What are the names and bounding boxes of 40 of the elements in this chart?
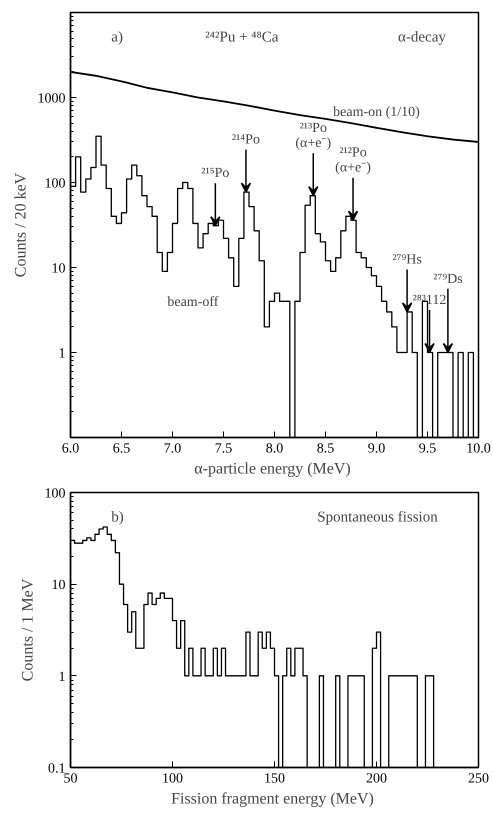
annotation: Spontaneous fission <box>317 510 438 526</box>
annotation: ²⁸³112 <box>412 293 446 308</box>
x-tick-label: 10.0 <box>466 442 491 456</box>
x-axis-title: α-particle energy (MeV) <box>194 460 351 478</box>
y-axis-title: Counts / 20 keV <box>12 172 30 278</box>
annotation: ²⁴²Pu + ⁴⁸Ca <box>205 30 279 46</box>
x-tick-label: 100 <box>162 772 183 786</box>
y-tick-label: 1 <box>58 670 66 685</box>
annotation: ²¹³Po (α+e⁻) <box>295 121 332 152</box>
x-tick-label: 9.0 <box>368 442 386 456</box>
x-tick-label: 9.5 <box>418 442 436 456</box>
x-tick-label: 6.5 <box>112 442 130 456</box>
x-tick-label: 8.5 <box>316 442 334 456</box>
x-tick-label: 7.5 <box>214 442 232 456</box>
series-label: beam-off <box>167 295 219 310</box>
annotation: ²¹²Po (α+e⁻) <box>335 146 372 176</box>
x-tick-label: 7.0 <box>164 442 182 456</box>
annotation: ²⁷⁹Hs <box>392 252 422 268</box>
x-tick-label: 250 <box>468 772 489 786</box>
annotation: a) <box>111 30 123 46</box>
y-tick-label: 100 <box>44 176 66 192</box>
y-tick-label: 1000 <box>38 92 66 106</box>
y-tick-label: 10 <box>52 262 66 276</box>
annotation: ²¹⁴Po <box>232 132 260 148</box>
annotation: α-decay <box>398 30 446 46</box>
y-tick-label: 10 <box>52 578 66 594</box>
y-tick-label: 0.1 <box>48 762 66 776</box>
y-tick-label: 1 <box>58 346 66 362</box>
x-tick-label: 6.0 <box>62 442 80 456</box>
x-tick-label: 50 <box>64 772 78 786</box>
annotation: ²¹⁵Po <box>201 166 230 182</box>
annotation: ²⁷⁹Ds <box>433 272 463 287</box>
y-axis-title: Counts / 1 MeV <box>20 578 36 682</box>
x-tick-label: 150 <box>264 772 285 786</box>
x-tick-label: 200 <box>366 772 387 786</box>
y-tick-label: 100 <box>44 486 66 502</box>
annotation: b) <box>111 510 124 526</box>
x-axis-title: Fission fragment energy (MeV) <box>171 790 374 808</box>
x-tick-label: 8.0 <box>266 442 284 456</box>
series-label: beam-on (1/10) <box>333 104 420 120</box>
